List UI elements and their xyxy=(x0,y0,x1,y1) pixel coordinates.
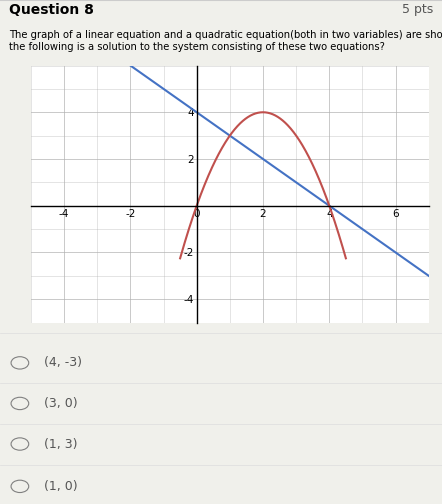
Text: (4, -3): (4, -3) xyxy=(44,356,82,369)
Text: 5 pts: 5 pts xyxy=(402,3,433,16)
Text: (3, 0): (3, 0) xyxy=(44,397,78,410)
Text: (1, 0): (1, 0) xyxy=(44,480,78,493)
Text: Question 8: Question 8 xyxy=(9,3,94,17)
Text: (1, 3): (1, 3) xyxy=(44,437,78,451)
Text: The graph of a linear equation and a quadratic equation(both in two variables) a: The graph of a linear equation and a qua… xyxy=(9,30,442,52)
